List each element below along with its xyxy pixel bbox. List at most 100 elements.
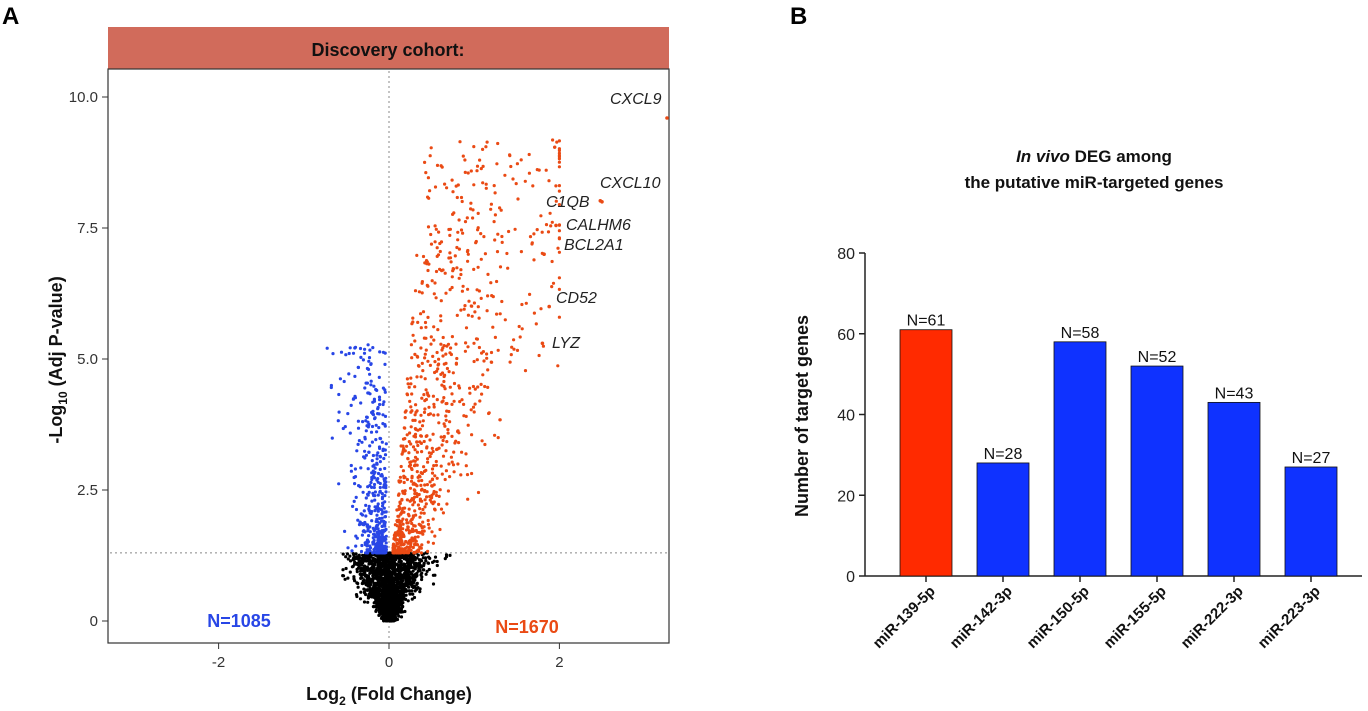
ns-gene-point <box>396 577 401 581</box>
up-gene-point <box>391 551 395 555</box>
up-gene-point <box>469 408 473 412</box>
up-gene-point <box>470 471 474 476</box>
up-gene-point <box>463 170 467 174</box>
down-gene-point <box>378 398 382 402</box>
down-gene-point <box>341 426 345 431</box>
up-gene-point <box>447 370 451 374</box>
labeled-gene-point <box>665 116 669 120</box>
ns-gene-point <box>410 597 414 601</box>
up-gene-point <box>498 418 502 422</box>
down-gene-point <box>370 459 374 463</box>
up-gene-point <box>442 362 446 366</box>
up-gene-point <box>416 364 421 368</box>
down-gene-point <box>376 477 380 481</box>
up-gene-point <box>448 385 452 389</box>
up-gene-point <box>556 246 560 250</box>
up-gene-point <box>520 327 524 331</box>
up-gene-point <box>441 511 445 515</box>
up-gene-point <box>520 302 524 307</box>
down-gene-point <box>360 440 364 444</box>
up-gene-point <box>482 235 486 239</box>
up-gene-point <box>425 490 429 494</box>
up-gene-point <box>405 545 409 549</box>
labeled-gene-point <box>554 223 558 228</box>
ns-gene-point <box>389 602 393 607</box>
bar-value-label: N=27 <box>1292 450 1331 467</box>
ns-gene-point <box>373 569 377 573</box>
ns-gene-point <box>408 556 412 560</box>
down-gene-point <box>325 346 329 350</box>
up-gene-point <box>443 387 447 391</box>
up-gene-point <box>419 312 423 316</box>
down-gene-point <box>371 469 375 473</box>
ns-gene-point <box>376 593 380 597</box>
up-gene-point <box>427 526 431 530</box>
bar-value-label: N=28 <box>984 446 1023 463</box>
up-gene-point <box>426 457 430 461</box>
ns-gene-point <box>379 605 383 609</box>
bar-y-axis-title: Number of target genes <box>792 315 812 517</box>
ns-gene-point <box>413 585 417 589</box>
down-gene-point <box>366 467 370 471</box>
up-gene-point <box>415 450 419 454</box>
up-gene-point <box>426 518 430 523</box>
up-gene-point <box>413 432 418 436</box>
ns-gene-point <box>378 599 382 603</box>
up-gene-point <box>408 486 413 490</box>
ns-gene-point <box>431 582 436 586</box>
ns-gene-point <box>411 569 415 573</box>
up-gene-point <box>428 154 432 158</box>
up-gene-point <box>508 360 512 364</box>
ns-gene-point <box>361 579 365 583</box>
down-gene-point <box>380 540 384 544</box>
up-gene-point <box>496 436 500 440</box>
up-gene-point <box>428 480 432 484</box>
up-gene-point <box>432 464 436 468</box>
down-gene-point <box>370 440 374 444</box>
down-gene-point <box>368 372 372 376</box>
up-gene-point <box>461 154 465 158</box>
up-gene-point <box>528 235 533 239</box>
up-gene-point <box>405 498 409 502</box>
up-gene-point <box>439 299 443 303</box>
up-gene-point <box>493 433 497 437</box>
ns-gene-point <box>421 556 425 560</box>
up-gene-point <box>437 357 441 361</box>
up-gene-point <box>454 439 458 443</box>
up-gene-point <box>435 254 439 258</box>
up-gene-point <box>441 354 445 358</box>
bar-value-label: N=43 <box>1215 385 1254 402</box>
up-gene-point <box>413 385 417 389</box>
up-gene-point <box>453 254 457 258</box>
down-gene-point <box>360 513 365 517</box>
ns-gene-point <box>370 595 374 599</box>
up-gene-point <box>442 379 446 384</box>
down-gene-point <box>356 518 360 522</box>
up-gene-point <box>431 492 435 496</box>
up-gene-point <box>557 184 562 188</box>
up-gene-point <box>419 346 423 350</box>
up-gene-point <box>452 450 456 454</box>
down-gene-point <box>379 531 383 535</box>
up-gene-point <box>420 529 424 534</box>
ns-gene-point <box>386 617 390 621</box>
up-gene-point <box>394 531 398 535</box>
up-gene-point <box>476 305 480 309</box>
ns-gene-point <box>357 558 361 563</box>
up-gene-point <box>514 182 518 186</box>
up-gene-point <box>534 322 538 326</box>
bar-y-tick-label: 20 <box>837 488 855 505</box>
up-gene-point <box>443 271 447 275</box>
up-gene-point <box>508 153 512 157</box>
ns-gene-point <box>384 566 388 570</box>
bar <box>976 462 1030 577</box>
up-gene-point <box>507 229 511 234</box>
up-gene-point <box>541 344 546 348</box>
down-gene-point <box>376 509 380 513</box>
up-gene-point <box>395 508 399 512</box>
up-count-label: N=1670 <box>495 617 559 637</box>
down-gene-point <box>363 435 367 439</box>
ns-gene-point <box>410 589 414 593</box>
ns-gene-point <box>359 576 363 581</box>
up-gene-point <box>433 360 437 364</box>
